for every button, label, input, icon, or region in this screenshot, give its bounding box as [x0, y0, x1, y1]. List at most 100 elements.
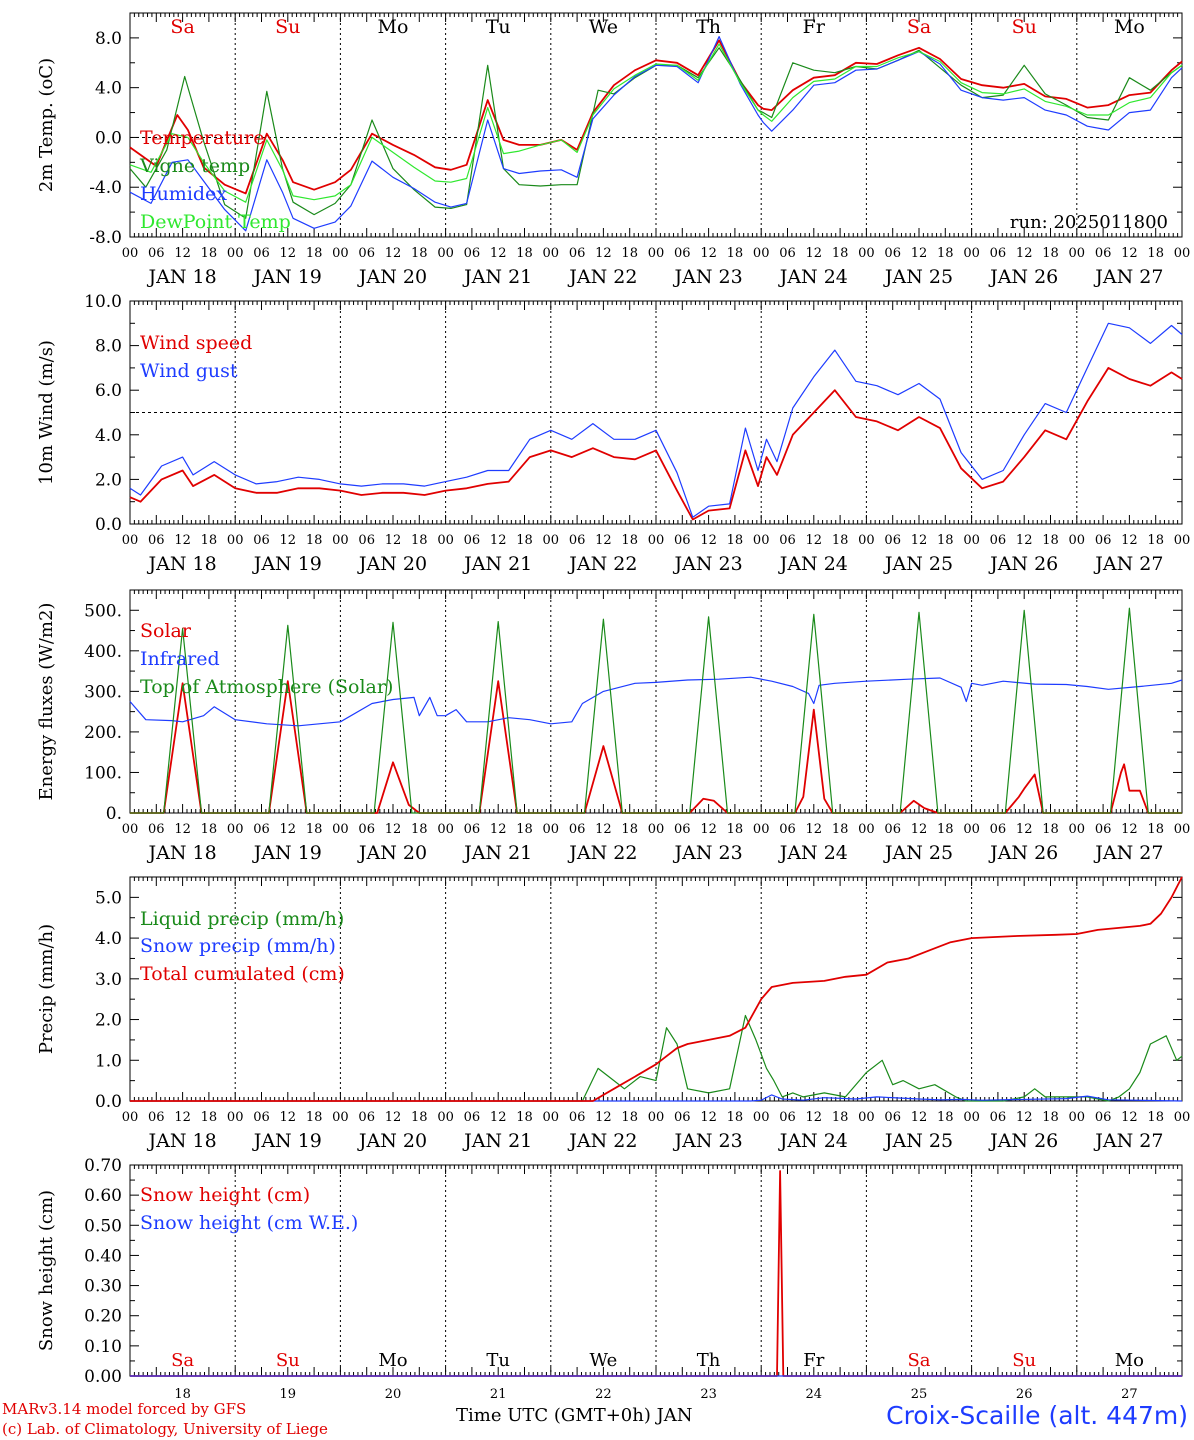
hour-tick-label: 18 [1147, 822, 1164, 837]
y-tick-label: 0.10 [84, 1337, 122, 1357]
hour-tick-label: 00 [122, 533, 139, 548]
run-annotation: run: 2025011800 [1010, 212, 1168, 233]
hour-tick-label: 00 [963, 533, 980, 548]
y-tick-label: 0.70 [84, 1156, 122, 1176]
hour-tick-label: 12 [1016, 1110, 1033, 1125]
hour-tick-label: 18 [306, 533, 323, 548]
hour-tick-label: 00 [437, 822, 454, 837]
hour-tick-label: 06 [569, 822, 586, 837]
y-axis-title: 2m Temp. (oC) [36, 58, 57, 192]
day-number-label: 23 [700, 1387, 717, 1402]
hour-tick-label: 12 [174, 533, 191, 548]
y-tick-label: 0.0 [95, 1092, 122, 1112]
hour-tick-label: 00 [753, 822, 770, 837]
hour-tick-label: 12 [280, 1110, 297, 1125]
date-label: JAN 18 [147, 553, 217, 575]
date-label: JAN 21 [462, 842, 532, 864]
hour-tick-label: 06 [358, 1110, 375, 1125]
legend-entry: Wind gust [140, 360, 238, 382]
hour-tick-label: 12 [174, 1110, 191, 1125]
date-label: JAN 20 [357, 266, 427, 288]
hour-tick-label: 12 [700, 533, 717, 548]
weekday-label: Sa [171, 1350, 194, 1371]
hour-tick-label: 06 [464, 822, 481, 837]
legend-entry: Snow height (cm) [140, 1184, 310, 1206]
hour-tick-label: 06 [253, 533, 270, 548]
hour-tick-label: 18 [727, 1110, 744, 1125]
series-line-wind-gust [129, 322, 1183, 518]
hour-tick-label: 06 [674, 533, 691, 548]
hour-tick-label: 18 [516, 246, 533, 261]
date-label: JAN 22 [567, 266, 637, 288]
hour-tick-label: 00 [227, 1110, 244, 1125]
hour-tick-label: 18 [516, 1110, 533, 1125]
y-axis-title: Precip (mm/h) [36, 924, 57, 1054]
hour-tick-label: 12 [1121, 246, 1138, 261]
hour-tick-label: 00 [1174, 822, 1191, 837]
hour-tick-label: 00 [543, 1110, 560, 1125]
date-label: JAN 26 [988, 1130, 1058, 1152]
weekday-label: Th [696, 16, 721, 38]
date-label: JAN 24 [778, 553, 848, 575]
station-name: Croix-Scaille (alt. 447m) [886, 1401, 1188, 1430]
hour-tick-label: 00 [1174, 246, 1191, 261]
weekday-label: Su [1012, 16, 1037, 38]
hour-tick-label: 00 [753, 533, 770, 548]
hour-tick-label: 06 [464, 246, 481, 261]
y-tick-label: 0.0 [95, 515, 122, 535]
day-number-label: 27 [1121, 1387, 1138, 1402]
y-tick-label: 0.40 [84, 1246, 122, 1266]
hour-tick-label: 00 [437, 1110, 454, 1125]
hour-tick-label: 00 [227, 533, 244, 548]
hour-tick-label: 00 [963, 822, 980, 837]
date-label: JAN 21 [462, 553, 532, 575]
hour-tick-label: 00 [648, 533, 665, 548]
date-label: JAN 19 [252, 1130, 322, 1152]
weekday-label: Mo [378, 16, 409, 38]
hour-tick-label: 12 [1016, 246, 1033, 261]
weekday-label: Sa [170, 16, 194, 38]
legend-entry: Temperature [140, 127, 264, 149]
hour-tick-label: 12 [806, 246, 823, 261]
hour-tick-label: 00 [1069, 1110, 1086, 1125]
hour-tick-label: 12 [911, 1110, 928, 1125]
date-label: JAN 23 [673, 266, 743, 288]
hour-tick-label: 06 [779, 1110, 796, 1125]
hour-tick-label: 18 [306, 246, 323, 261]
weekday-label: Fr [803, 1350, 824, 1371]
hour-tick-label: 12 [911, 246, 928, 261]
hour-tick-label: 00 [332, 533, 349, 548]
hour-tick-label: 06 [884, 246, 901, 261]
hour-tick-label: 06 [884, 533, 901, 548]
date-label: JAN 27 [1093, 842, 1163, 864]
hour-tick-label: 00 [753, 246, 770, 261]
date-label: JAN 23 [673, 842, 743, 864]
date-label: JAN 22 [567, 1130, 637, 1152]
date-label: JAN 20 [357, 842, 427, 864]
hour-tick-label: 12 [174, 822, 191, 837]
day-number-label: 26 [1016, 1387, 1033, 1402]
date-label: JAN 27 [1093, 266, 1163, 288]
day-number-label: 20 [385, 1387, 402, 1402]
hour-tick-label: 06 [674, 822, 691, 837]
hour-tick-label: 18 [937, 1110, 954, 1125]
hour-tick-label: 00 [1174, 533, 1191, 548]
y-tick-label: 0.60 [84, 1186, 122, 1206]
hour-tick-label: 06 [990, 246, 1007, 261]
date-label: JAN 26 [988, 266, 1058, 288]
y-tick-label: -8.0 [89, 228, 122, 248]
y-axis-title: Energy fluxes (W/m2) [36, 603, 57, 801]
hour-tick-label: 12 [385, 246, 402, 261]
weekday-label: Fr [803, 16, 826, 38]
hour-tick-label: 06 [674, 1110, 691, 1125]
date-label: JAN 25 [883, 842, 953, 864]
hour-tick-label: 06 [464, 1110, 481, 1125]
date-label: JAN 24 [778, 266, 848, 288]
hour-tick-label: 06 [674, 246, 691, 261]
hour-tick-label: 12 [490, 246, 507, 261]
y-tick-label: 4.0 [95, 79, 122, 99]
y-tick-label: 400. [84, 642, 122, 662]
y-tick-label: 2.0 [95, 1011, 122, 1031]
hour-tick-label: 06 [358, 822, 375, 837]
weekday-label: Tu [486, 1350, 510, 1371]
